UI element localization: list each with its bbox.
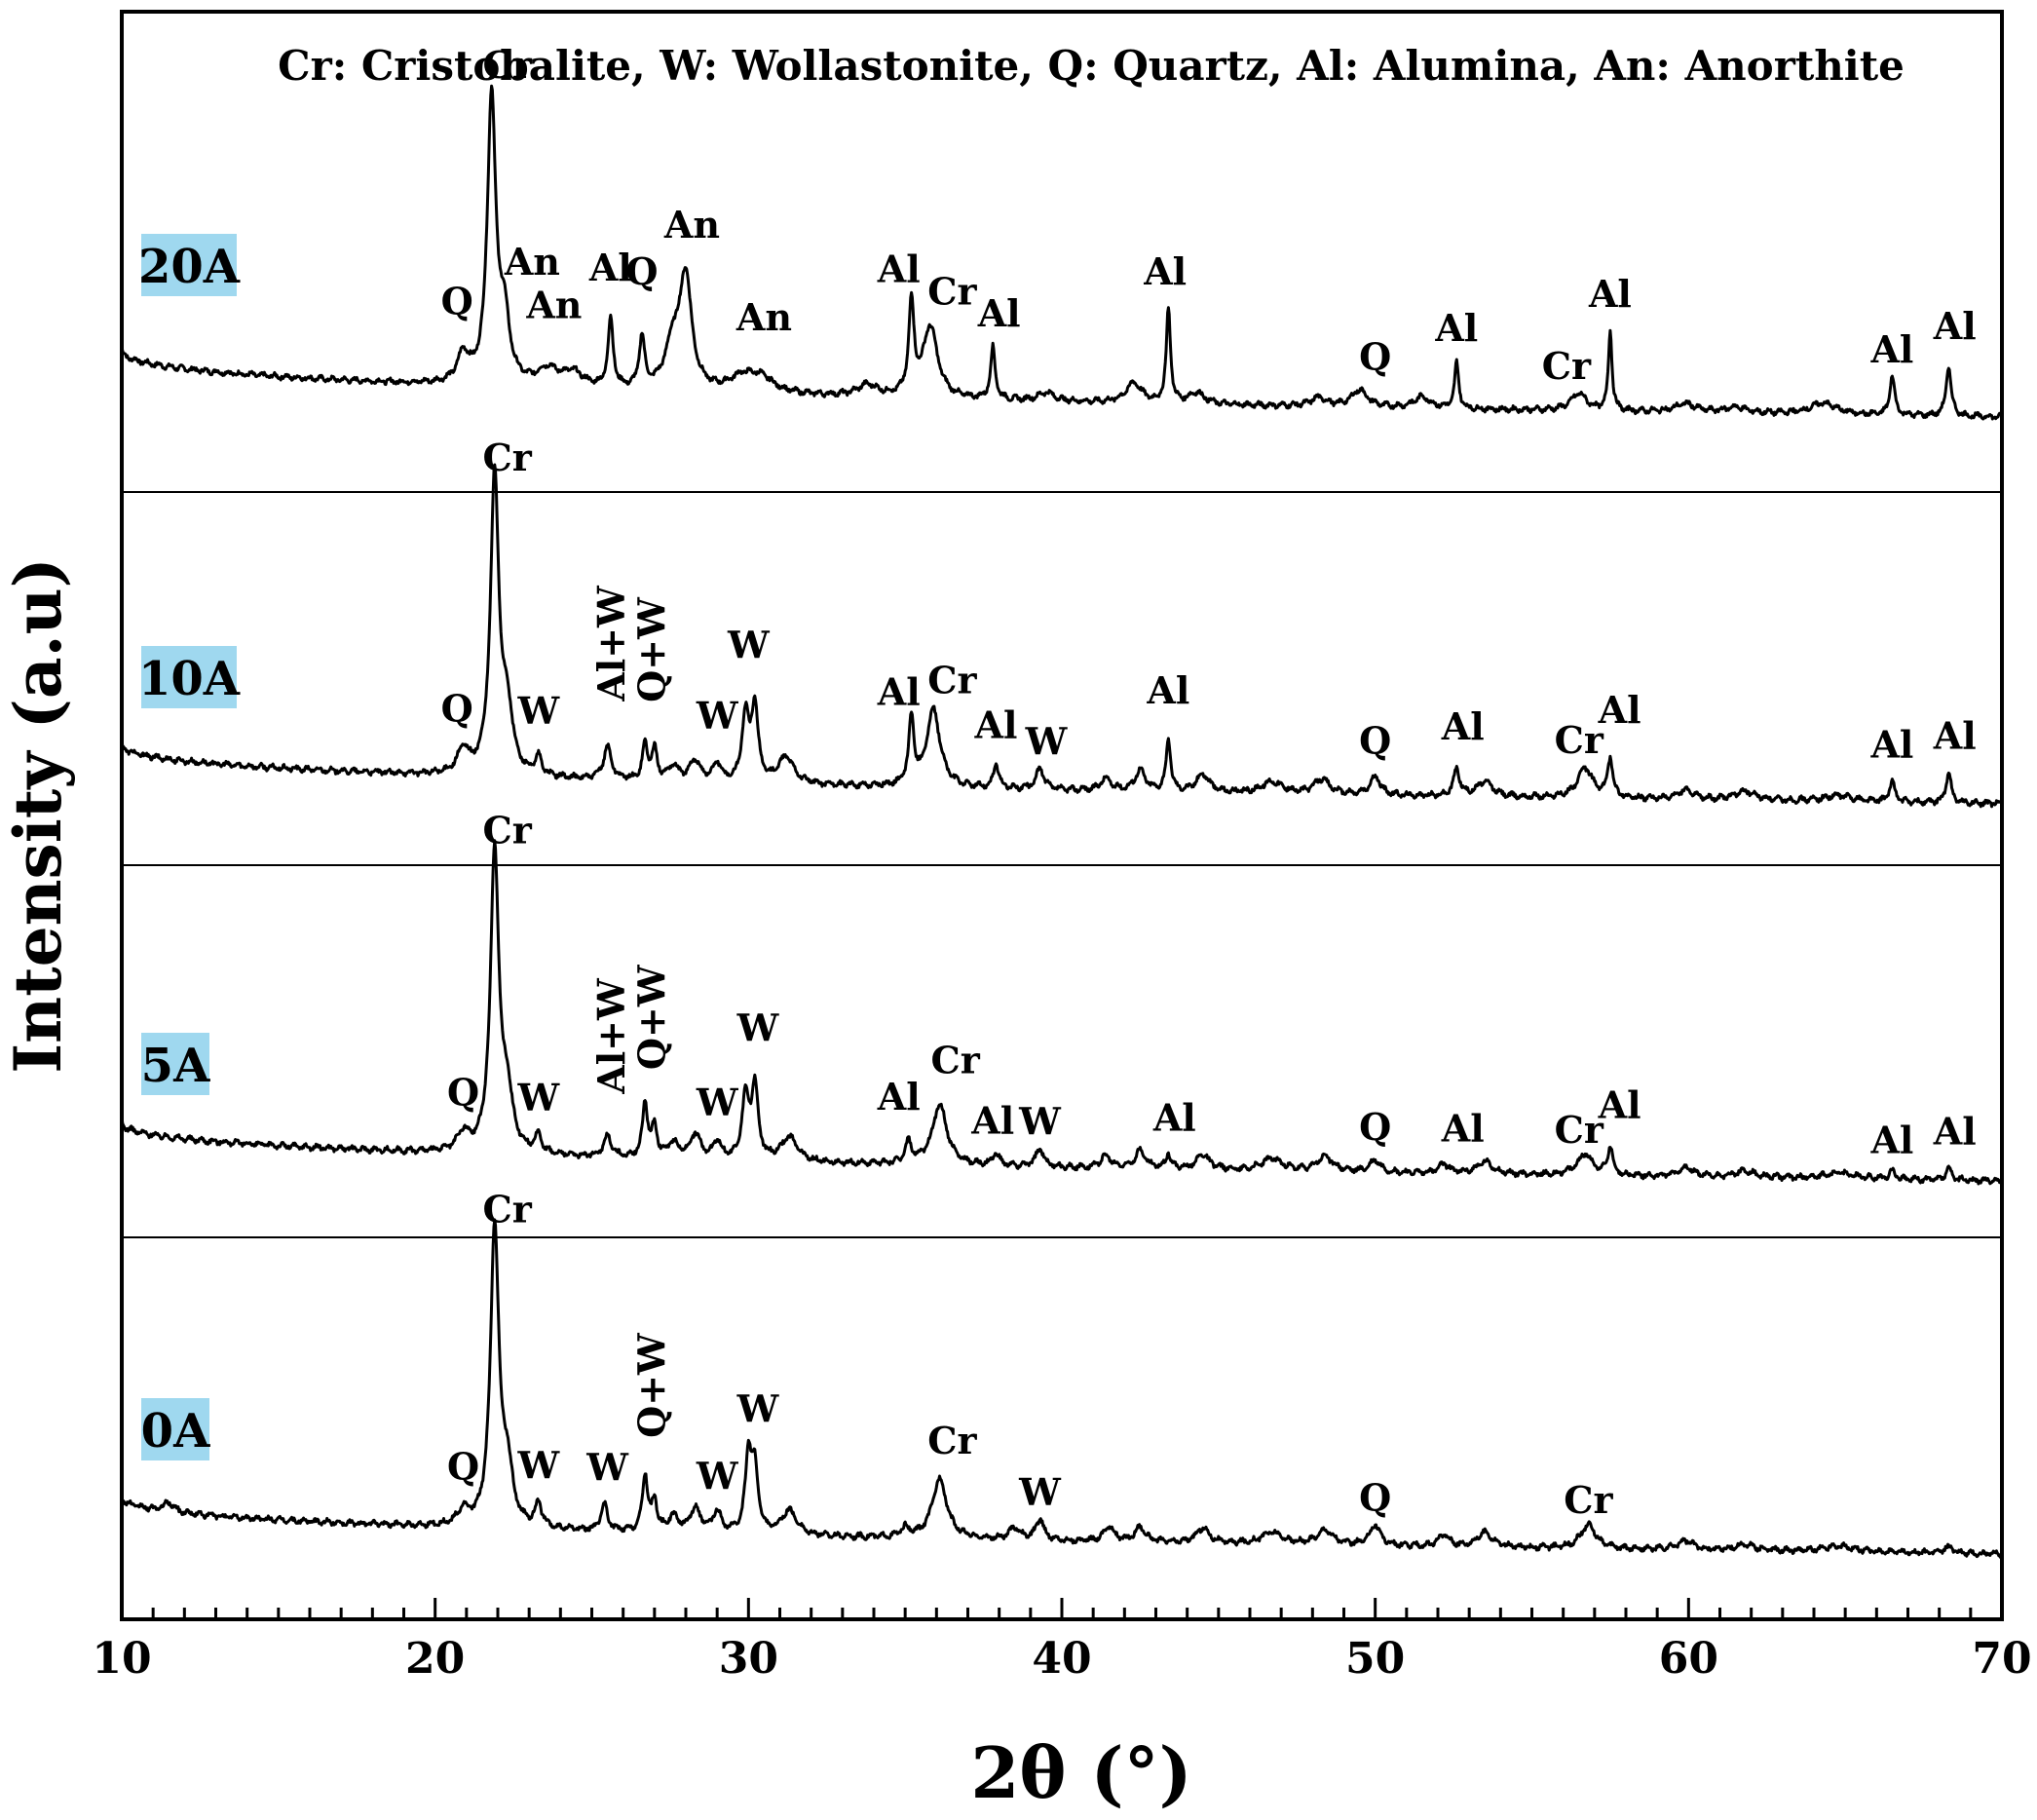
peak-annotation: Cr — [483, 436, 533, 479]
xrd-pattern-5a — [120, 839, 2003, 1186]
panels: 20ACrQAnAnAlQAnAnAlCrAlAlQAlCrAlAlAl10AC… — [120, 43, 2004, 1559]
chart-frame — [120, 10, 2004, 1621]
peak-annotation: Al — [877, 247, 921, 291]
series-label: 20A — [138, 240, 241, 294]
series-label-box — [141, 646, 237, 708]
peak-annotation: W — [736, 1386, 780, 1430]
peak-annotation: An — [504, 240, 560, 284]
peak-annotation: Cr — [1555, 1108, 1604, 1152]
peak-annotation: Al — [1146, 668, 1189, 712]
peak-annotation: W — [1025, 719, 1069, 763]
peak-annotation: Q — [1359, 335, 1391, 379]
peak-annotation: Al — [877, 1075, 921, 1119]
x-tick-label: 30 — [719, 1634, 778, 1684]
peak-annotation: Al — [1933, 304, 1977, 348]
x-tick-label: 60 — [1659, 1634, 1718, 1684]
peak-annotation: W — [516, 1076, 560, 1119]
peak-annotation: An — [663, 203, 720, 246]
peak-annotation: Cr — [483, 1187, 533, 1231]
peak-annotation: Cr — [1542, 344, 1592, 388]
peak-annotation: Q — [1359, 718, 1391, 762]
peak-annotation: Al+W — [589, 977, 633, 1095]
peak-annotation: Al — [588, 246, 632, 289]
peak-annotation: Cr — [927, 1419, 977, 1462]
peak-annotation: Q — [447, 1070, 479, 1114]
peak-annotation: An — [736, 295, 792, 339]
peak-annotation: W — [727, 623, 771, 666]
peak-annotation: W — [696, 1081, 739, 1124]
peak-annotation: Q — [447, 1444, 479, 1488]
x-tick-label: 70 — [1972, 1634, 2031, 1684]
peak-annotation: W — [516, 1444, 560, 1488]
legend-text: Cr: Cristobalite, W: Wollastonite, Q: Qu… — [278, 42, 1905, 90]
peak-annotation: Q+W — [630, 1332, 674, 1438]
x-tick-label: 20 — [405, 1634, 465, 1684]
peak-annotation: Cr — [927, 269, 977, 313]
peak-annotation: Al — [1588, 272, 1632, 316]
peak-annotation: Al — [1434, 306, 1478, 350]
series-label-box — [141, 1033, 209, 1095]
peak-annotation: Al — [1933, 713, 1977, 757]
series-label-box — [141, 234, 237, 296]
peak-annotation: Al — [1441, 704, 1485, 748]
peak-annotation: Al — [1143, 249, 1187, 293]
peak-annotation: Q — [1359, 1475, 1391, 1519]
peak-annotation: Al — [1598, 1083, 1641, 1127]
peak-annotation: Cr — [483, 808, 533, 852]
peak-annotation: W — [1018, 1470, 1062, 1514]
peak-annotation: Al — [1152, 1095, 1196, 1139]
x-axis: 10 20 30 40 50 60 70 — [92, 1598, 2032, 1684]
peak-annotation: Al — [1933, 1109, 1977, 1153]
peak-annotation: W — [696, 694, 739, 738]
peak-annotation: Al — [1598, 688, 1641, 732]
peak-annotation: Q — [625, 249, 658, 293]
peak-annotation: Al — [977, 291, 1021, 335]
peak-annotation: Q — [441, 280, 473, 323]
peak-annotation: Cr — [931, 1039, 981, 1082]
peak-annotation: W — [1018, 1099, 1062, 1143]
series-label: 10A — [138, 652, 241, 706]
peak-annotation: Al — [970, 1099, 1014, 1143]
peak-annotation: Cr — [1555, 718, 1604, 762]
peak-annotation: Q+W — [630, 964, 674, 1070]
peak-annotation: Q — [1359, 1105, 1391, 1149]
series-label-box — [141, 1398, 209, 1460]
peak-annotation: W — [696, 1455, 739, 1498]
peak-annotation: W — [736, 1006, 780, 1050]
peak-annotation: Al — [1869, 1118, 1913, 1161]
y-axis-label: Intensity (a.u) — [0, 557, 76, 1074]
x-tick-label: 40 — [1032, 1634, 1091, 1684]
peak-annotation: Al — [973, 702, 1017, 746]
peak-annotation: Al — [877, 669, 921, 713]
x-tick-label: 10 — [92, 1634, 151, 1684]
peak-annotation: An — [525, 283, 582, 326]
peak-annotation: Al+W — [589, 585, 633, 702]
peak-annotation: W — [516, 689, 560, 733]
series-label: 5A — [141, 1039, 210, 1093]
xrd-pattern-0a — [120, 1218, 2003, 1559]
x-tick-label: 50 — [1345, 1634, 1405, 1684]
peak-annotation: Cr — [1564, 1478, 1613, 1522]
series-label: 0A — [141, 1404, 210, 1459]
xrd-pattern-20a — [120, 84, 2004, 421]
peak-annotation: Al — [1869, 722, 1913, 766]
x-axis-label: 2θ (°) — [970, 1731, 1191, 1814]
peak-annotation: Cr — [483, 43, 533, 87]
peak-annotation: Al — [1869, 327, 1913, 371]
peak-annotation: Cr — [927, 659, 977, 702]
peak-annotation: W — [585, 1446, 629, 1490]
peak-annotation: Q — [441, 686, 473, 730]
peak-annotation: Al — [1441, 1106, 1485, 1150]
xrd-pattern-10a — [120, 463, 2004, 809]
peak-annotation: Q+W — [630, 596, 674, 702]
